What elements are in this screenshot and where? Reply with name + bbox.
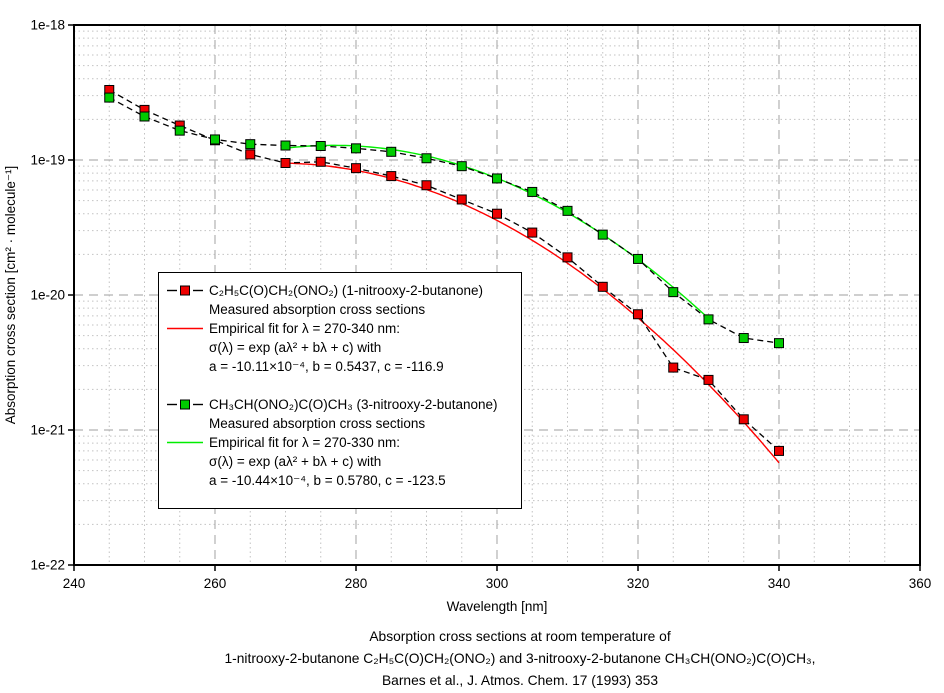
legend-row: σ(λ) = exp (aλ² + bλ + c) with (167, 338, 521, 357)
caption-line-3: Barnes et al., J. Atmos. Chem. 17 (1993)… (381, 673, 659, 688)
legend-row: Measured absorption cross sections (167, 300, 521, 319)
legend-series2-title: CH₃CH(ONO₂)C(O)CH₃ (3-nitrooxy-2-butanon… (209, 397, 498, 412)
x-tick-label: 300 (486, 576, 509, 591)
data-point (315, 156, 326, 167)
green-line-icon (167, 441, 203, 444)
legend-row: σ(λ) = exp (aλ² + bλ + c) with (167, 452, 521, 471)
figure-caption: Absorption cross sections at room temper… (0, 626, 944, 692)
legend-group-series1: C₂H₅C(O)CH₂(ONO₂) (1-nitrooxy-2-butanone… (167, 281, 521, 376)
markers-series2 (104, 92, 784, 349)
data-point (774, 445, 784, 456)
data-point (456, 194, 467, 205)
legend-group-series2: CH₃CH(ONO₂)C(O)CH₃ (3-nitrooxy-2-butanon… (167, 395, 521, 490)
legend-series2-fit-label: Empirical fit for λ = 270-330 nm: (209, 435, 400, 450)
data-point (492, 173, 502, 184)
data-point (703, 374, 714, 385)
data-point (527, 186, 538, 197)
dashed-square-marker-icon (167, 399, 203, 410)
y-tick-label: 1e-20 (30, 288, 65, 303)
legend-series1-measured-label: Measured absorption cross sections (209, 302, 426, 317)
tick-labels: 240 260 280 300 320 340 360 1e-18 1e-19 1e-20 1e-2… (30, 18, 931, 592)
data-point (597, 229, 608, 240)
legend-row: Empirical fit for λ = 270-340 nm: (167, 319, 521, 338)
data-point (351, 163, 361, 174)
legend-line-series1-fit (167, 322, 209, 335)
x-tick-label: 360 (909, 576, 932, 591)
legend-row: a = -10.44×10⁻⁴, b = 0.5780, c = -123.5 (167, 471, 521, 490)
data-point (633, 309, 643, 320)
data-point (245, 149, 256, 160)
legend-row: CH₃CH(ONO₂)C(O)CH₃ (3-nitrooxy-2-butanon… (167, 395, 521, 414)
legend-row: a = -10.11×10⁻⁴, b = 0.5437, c = -116.9 (167, 357, 521, 376)
data-point (527, 227, 538, 238)
legend-marker-series2 (167, 398, 209, 411)
red-line-icon (167, 327, 203, 330)
legend-row: Measured absorption cross sections (167, 414, 521, 433)
caption-line-2: 1-nitrooxy-2-butanone C₂H₅C(O)CH₂(ONO₂) … (224, 651, 816, 666)
data-point (351, 143, 361, 154)
caption-line-1: Absorption cross sections at room temper… (369, 629, 671, 644)
x-tick-label: 240 (63, 576, 86, 591)
legend-row: C₂H₅C(O)CH₂(ONO₂) (1-nitrooxy-2-butanone… (167, 281, 521, 300)
y-tick-label: 1e-19 (30, 153, 65, 168)
data-point (456, 161, 467, 172)
legend-series1-fit-label: Empirical fit for λ = 270-340 nm: (209, 321, 400, 336)
y-tick-label: 1e-22 (30, 558, 65, 573)
data-point (774, 338, 784, 349)
data-point (280, 158, 291, 169)
data-point (703, 314, 714, 325)
data-point (562, 205, 573, 216)
legend-series2-formula: σ(λ) = exp (aλ² + bλ + c) with (209, 454, 382, 469)
legend-line-series2-fit (167, 436, 209, 449)
data-point (315, 140, 326, 151)
legend-series2-measured-label: Measured absorption cross sections (209, 416, 426, 431)
y-axis-title: Absorption cross section [cm² · molecule… (3, 166, 18, 424)
data-point (139, 111, 150, 122)
data-point (492, 208, 502, 219)
data-point (738, 333, 749, 344)
legend-series2-coefficients: a = -10.44×10⁻⁴, b = 0.5780, c = -123.5 (209, 473, 446, 488)
data-point (668, 362, 679, 373)
legend-series1-formula: σ(λ) = exp (aλ² + bλ + c) with (209, 340, 382, 355)
data-point (104, 92, 115, 103)
data-point (668, 287, 679, 298)
x-tick-label: 260 (204, 576, 227, 591)
axis-ticks (68, 24, 921, 571)
data-point (738, 414, 749, 425)
legend-series1-title: C₂H₅C(O)CH₂(ONO₂) (1-nitrooxy-2-butanone… (209, 283, 483, 298)
data-point (597, 281, 608, 292)
y-tick-label: 1e-18 (30, 18, 65, 33)
legend-row: Empirical fit for λ = 270-330 nm: (167, 433, 521, 452)
data-point (174, 125, 185, 136)
data-point (245, 139, 256, 150)
data-point (633, 253, 643, 264)
data-point (386, 146, 397, 157)
data-point (280, 140, 291, 151)
data-point (210, 134, 220, 145)
measured-line-series2 (108, 97, 780, 344)
x-tick-label: 340 (768, 576, 791, 591)
x-axis-title: Wavelength [nm] (447, 599, 548, 614)
data-point (386, 171, 397, 182)
dashed-square-marker-icon (167, 285, 203, 296)
x-tick-label: 280 (345, 576, 368, 591)
y-tick-label: 1e-21 (30, 423, 65, 438)
data-point (421, 153, 432, 164)
data-point (421, 180, 432, 191)
legend-box: C₂H₅C(O)CH₂(ONO₂) (1-nitrooxy-2-butanone… (158, 272, 522, 509)
x-tick-label: 320 (627, 576, 650, 591)
fit-curve-series1 (285, 162, 780, 464)
measured-line-series1 (108, 89, 780, 452)
legend-series1-coefficients: a = -10.11×10⁻⁴, b = 0.5437, c = -116.9 (209, 359, 444, 374)
legend-marker-series1 (167, 284, 209, 297)
data-point (562, 252, 573, 263)
